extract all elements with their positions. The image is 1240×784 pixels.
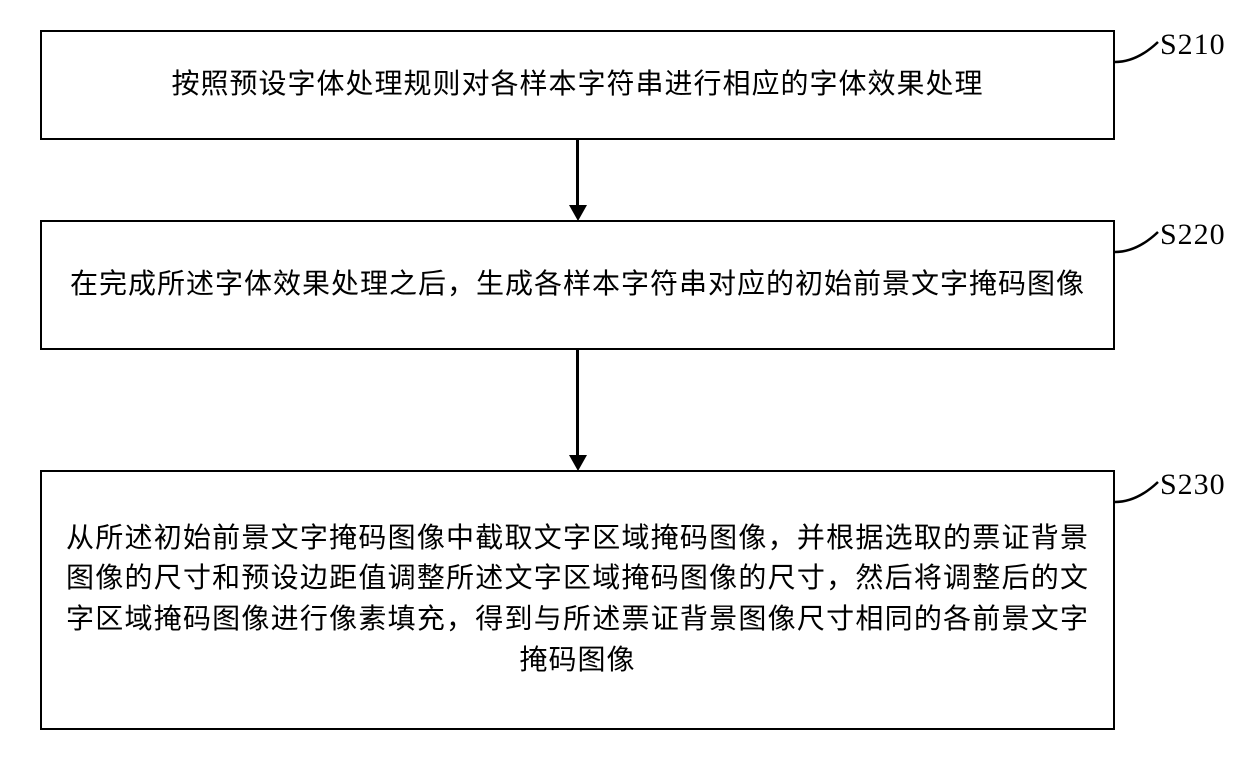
flow-node-s210: 按照预设字体处理规则对各样本字符串进行相应的字体效果处理 — [40, 30, 1115, 140]
step-label-s220: S220 — [1160, 218, 1226, 252]
edge-s220-s230 — [576, 350, 579, 458]
flow-node-s230-text: 从所述初始前景文字掩码图像中截取文字区域掩码图像，并根据选取的票证背景图像的尺寸… — [66, 519, 1089, 681]
edge-s220-s230-arrow — [569, 455, 587, 471]
leader-s220 — [1115, 220, 1165, 260]
edge-s210-s220-arrow — [569, 205, 587, 221]
edge-s210-s220 — [576, 140, 579, 208]
step-label-s210: S210 — [1160, 28, 1226, 62]
flow-node-s220-text: 在完成所述字体效果处理之后，生成各样本字符串对应的初始前景文字掩码图像 — [70, 265, 1085, 306]
leader-s210 — [1115, 30, 1165, 70]
flowchart-canvas: 按照预设字体处理规则对各样本字符串进行相应的字体效果处理 S210 在完成所述字… — [0, 0, 1240, 784]
flow-node-s230: 从所述初始前景文字掩码图像中截取文字区域掩码图像，并根据选取的票证背景图像的尺寸… — [40, 470, 1115, 730]
step-label-s230: S230 — [1160, 468, 1226, 502]
flow-node-s210-text: 按照预设字体处理规则对各样本字符串进行相应的字体效果处理 — [171, 65, 983, 106]
leader-s230 — [1115, 470, 1165, 510]
flow-node-s220: 在完成所述字体效果处理之后，生成各样本字符串对应的初始前景文字掩码图像 — [40, 220, 1115, 350]
